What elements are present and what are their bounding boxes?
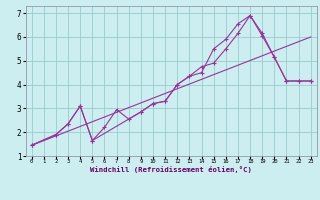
X-axis label: Windchill (Refroidissement éolien,°C): Windchill (Refroidissement éolien,°C) <box>90 166 252 173</box>
